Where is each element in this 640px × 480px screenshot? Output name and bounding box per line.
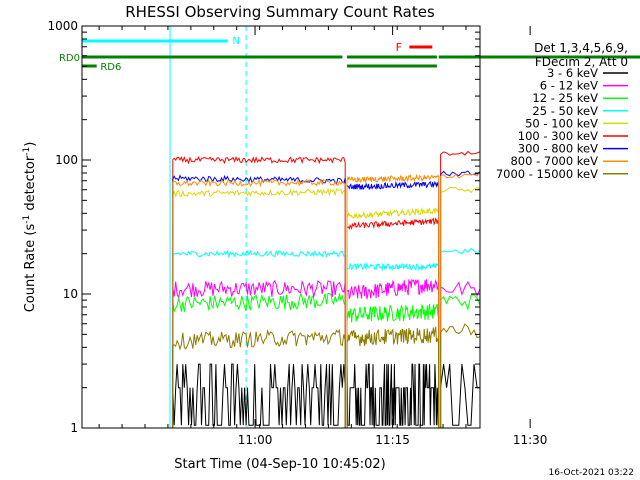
series-50-100keV <box>172 186 480 428</box>
series-segment <box>440 364 480 428</box>
series-7000-15000keV <box>172 323 480 428</box>
series-100-300keV <box>172 150 480 428</box>
flag-f-label: F <box>396 41 402 54</box>
series-segment <box>172 279 346 428</box>
y-tick-label: 1000 <box>47 19 78 33</box>
legend-item-label: 100 - 300 keV <box>518 129 598 143</box>
series-3-6keV <box>172 363 480 428</box>
series-segment <box>346 207 440 428</box>
series-segment <box>440 171 480 428</box>
flag-n-label: N <box>232 36 239 47</box>
y-axis-label-main: Count Rate (s <box>23 224 38 313</box>
series-segment <box>346 363 440 428</box>
flag-rd0-label: RD0 <box>59 53 80 64</box>
x-tick-label: 11:00 <box>238 433 273 447</box>
series-segment <box>346 326 440 428</box>
legend-item-label: 800 - 7000 keV <box>510 154 598 168</box>
legend: Det 1,3,4,5,6,9, FDecim 2, Att 0 3 - 6 k… <box>496 41 628 181</box>
series-segment <box>346 173 440 428</box>
legend-item-label: 6 - 12 keV <box>540 79 598 93</box>
legend-item-label: 12 - 25 keV <box>532 91 598 105</box>
series-800-7000keV <box>172 171 480 428</box>
series-segment <box>172 249 346 428</box>
legend-item-label: 25 - 50 keV <box>532 104 598 118</box>
series-segment <box>172 363 346 428</box>
series-12-25keV <box>172 292 480 428</box>
footer-timestamp: 16-Oct-2021 03:22 <box>549 468 634 478</box>
y-axis-label-end: ) <box>23 142 38 147</box>
series-segment <box>172 328 346 428</box>
series-layer <box>169 26 480 428</box>
series-25-50keV <box>172 247 480 428</box>
legend-header-line-1: Det 1,3,4,5,6,9, <box>534 41 628 55</box>
series-segment <box>172 174 346 428</box>
y-tick-label: 100 <box>55 153 78 167</box>
chart-title: RHESSI Observing Summary Count Rates <box>125 3 435 21</box>
x-tick-label: 11:30 <box>513 433 548 447</box>
series-segment <box>440 280 480 428</box>
y-axis-label-mid: detector <box>23 155 38 215</box>
plot-area-frame <box>81 25 481 429</box>
y-axis-label: Count Rate (s-1 detector-1) <box>22 142 38 313</box>
legend-item-label: 3 - 6 keV <box>547 66 598 80</box>
flag-rd6-label: RD6 <box>100 62 121 73</box>
series-segment <box>346 180 440 428</box>
flag-layer: N F RD0 RD6 <box>59 36 640 73</box>
series-segment <box>440 247 480 428</box>
y-axis-label-sup2: -1 <box>22 147 32 156</box>
series-segment <box>346 261 440 428</box>
legend-item-label: 7000 - 15000 keV <box>496 167 598 181</box>
series-segment <box>440 186 480 428</box>
series-segment <box>440 294 480 428</box>
y-axis-label-sup1: -1 <box>22 215 32 224</box>
series-segment <box>346 303 440 428</box>
series-segment <box>346 278 440 428</box>
legend-item-label: 300 - 800 keV <box>518 142 598 156</box>
series-segment <box>172 292 346 428</box>
series-segment <box>172 155 346 428</box>
legend-header-line-2: FDecim 2, Att 0 <box>535 55 628 69</box>
series-segment <box>346 217 440 428</box>
series-segment <box>172 187 346 428</box>
series-6-12keV <box>172 278 480 428</box>
y-tick-label: 10 <box>63 287 78 301</box>
series-segment <box>440 170 480 428</box>
y-tick-label: 1 <box>70 421 78 435</box>
series-segment <box>172 178 346 428</box>
x-axis-label: Start Time (04-Sep-10 10:45:02) <box>174 457 385 472</box>
series-segment <box>440 323 480 428</box>
legend-item-label: 50 - 100 keV <box>525 116 598 130</box>
x-tick-label: 11:15 <box>375 433 410 447</box>
